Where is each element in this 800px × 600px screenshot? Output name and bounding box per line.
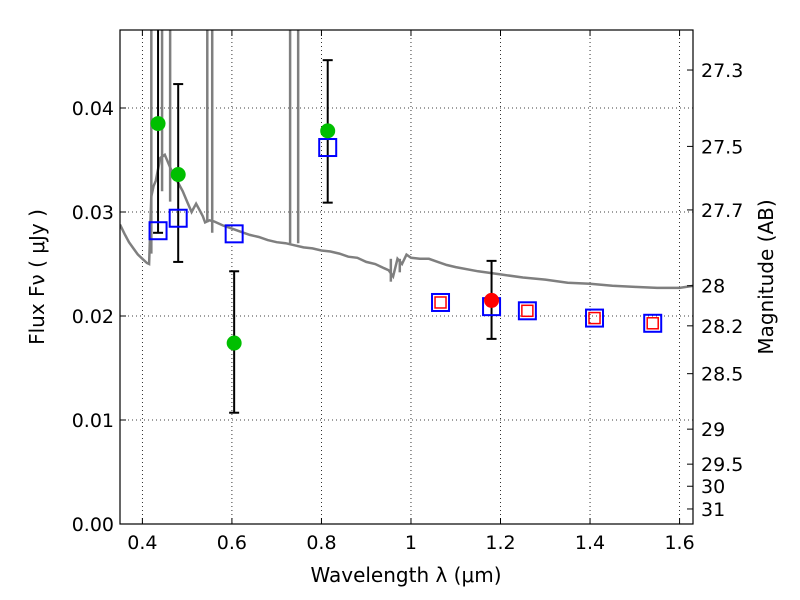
- model-photometry-square: [148, 221, 168, 241]
- plot-frame: [119, 29, 694, 525]
- observed-flux-point-red: [484, 292, 500, 308]
- x-tick-label: 1: [405, 532, 417, 554]
- observed-flux-point-green: [150, 116, 166, 132]
- right-tick-label: 28.2: [701, 316, 743, 338]
- grid-lines: [120, 30, 693, 525]
- observed-flux-point-green: [226, 335, 242, 351]
- right-tick-label: 28: [701, 276, 725, 298]
- model-photometry-square: [318, 138, 338, 158]
- model-photometry-square: [431, 292, 451, 312]
- x-axis-ticks: 0.4 0.6 0.8 1 1.2 1.4 1.6: [127, 30, 695, 554]
- x-tick-label: 1.6: [664, 532, 694, 554]
- x-axis-label: Wavelength λ (μm): [310, 563, 501, 587]
- x-tick-label: 0.8: [306, 532, 336, 554]
- y-tick-label: 0.04: [72, 98, 114, 120]
- right-tick-label: 28.5: [701, 364, 743, 386]
- right-tick-label: 30: [701, 476, 725, 498]
- y-axis-ticks: 0.00 0.01 0.02 0.03 0.04: [72, 98, 126, 536]
- data-points: [148, 30, 663, 414]
- right-tick-label: 29.5: [701, 454, 743, 476]
- model-photometry-inner-square: [434, 296, 447, 309]
- right-tick-label: 29: [701, 419, 725, 441]
- model-sed-line: [120, 152, 693, 290]
- model-photometry-inner-square: [521, 304, 534, 318]
- model-photometry-square: [643, 313, 663, 333]
- model-photometry-square: [517, 301, 537, 321]
- model-photometry-inner-square: [646, 317, 659, 330]
- right-tick-label: 27.7: [701, 200, 743, 222]
- observed-flux-point-green: [320, 123, 336, 139]
- y-tick-label: 0.00: [72, 514, 114, 536]
- model-photometry-square: [585, 308, 605, 328]
- y-tick-label: 0.02: [72, 306, 114, 328]
- model-photometry-square: [168, 208, 188, 228]
- y-axis-label: Flux Fν ( μJy ): [25, 209, 49, 345]
- observed-flux-point-green: [170, 167, 186, 183]
- x-tick-label: 0.4: [127, 532, 157, 554]
- y-tick-label: 0.03: [72, 202, 114, 224]
- right-axis-label: Magnitude (AB): [754, 199, 778, 354]
- right-tick-label: 27.3: [701, 60, 743, 82]
- x-tick-label: 1.4: [575, 532, 605, 554]
- model-photometry-inner-square: [588, 311, 601, 325]
- x-tick-label: 0.6: [217, 532, 247, 554]
- model-photometry-square: [224, 224, 244, 244]
- right-tick-label: 27.5: [701, 136, 743, 158]
- model-sed-curve: [120, 30, 693, 290]
- x-tick-label: 1.2: [485, 532, 515, 554]
- right-tick-label: 31: [701, 499, 725, 521]
- y-tick-label: 0.01: [72, 410, 114, 432]
